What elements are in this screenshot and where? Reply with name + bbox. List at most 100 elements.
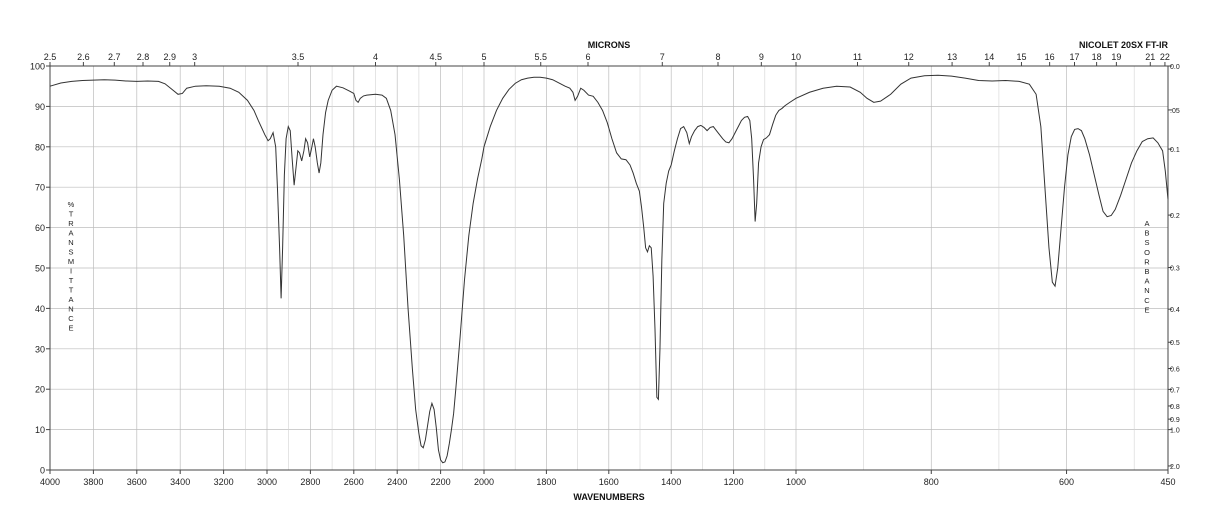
y-tick-label: 80 xyxy=(35,142,45,152)
x-tick-label: 2600 xyxy=(344,477,364,487)
axis-title-letter: N xyxy=(68,238,73,247)
micron-tick-label: 2.9 xyxy=(163,52,176,62)
absorbance-tick-label: 0.1 xyxy=(1170,147,1180,154)
y-tick-label: 60 xyxy=(35,223,45,233)
absorbance-tick-label: 0.4 xyxy=(1170,307,1180,314)
micron-tick-label: 11 xyxy=(853,52,862,62)
micron-tick-label: 21 xyxy=(1145,52,1155,62)
axis-title-letter: B xyxy=(1144,229,1149,238)
micron-tick-label: 22 xyxy=(1160,52,1170,62)
x-tick-label: 4000 xyxy=(40,477,60,487)
y-tick-label: 70 xyxy=(35,183,45,193)
axis-title-letter: O xyxy=(1144,248,1150,257)
micron-tick-label: 5.5 xyxy=(534,52,547,62)
axis-title-letter: E xyxy=(1144,305,1149,314)
micron-tick-label: 3 xyxy=(192,52,197,62)
micron-tick-label: 2.6 xyxy=(77,52,90,62)
axis-title-letter: A xyxy=(1144,219,1149,228)
axis-title-letter: N xyxy=(68,305,73,314)
axis-title-letter: T xyxy=(69,286,74,295)
y-tick-label: 90 xyxy=(35,102,45,112)
x-tick-label: 800 xyxy=(924,477,939,487)
x-tick-label: 2000 xyxy=(474,477,494,487)
absorbance-tick-label: 0.0 xyxy=(1170,64,1180,71)
axis-title-letter: I xyxy=(70,267,72,276)
absorbance-tick-label: 0.7 xyxy=(1170,387,1180,394)
axis-title-letter: C xyxy=(1144,296,1150,305)
axis-title-letter: T xyxy=(69,210,74,219)
axis-title-letter: T xyxy=(69,276,74,285)
absorbance-tick-label: 0.2 xyxy=(1170,213,1180,220)
micron-tick-label: 6 xyxy=(585,52,590,62)
micron-tick-label: 3.5 xyxy=(292,52,305,62)
micron-tick-label: 14 xyxy=(984,52,994,62)
y-tick-label: 100 xyxy=(30,62,45,72)
y-tick-label: 30 xyxy=(35,344,45,354)
micron-tick-label: 18 xyxy=(1092,52,1102,62)
axis-title-letter: A xyxy=(68,229,73,238)
absorbance-tick-label: 0.6 xyxy=(1170,367,1180,374)
x-tick-label: 1800 xyxy=(536,477,556,487)
absorbance-tick-label: 1.0 xyxy=(1170,428,1180,435)
x-tick-label: 3800 xyxy=(83,477,103,487)
micron-tick-label: 7 xyxy=(660,52,665,62)
x-tick-label: 1600 xyxy=(599,477,619,487)
instrument-label: NICOLET 20SX FT-IR xyxy=(1079,40,1169,50)
axis-title-letter: C xyxy=(68,314,74,323)
x-tick-label: 2400 xyxy=(387,477,407,487)
y-tick-label: 10 xyxy=(35,425,45,435)
micron-tick-label: 13 xyxy=(947,52,957,62)
micron-tick-label: 8 xyxy=(715,52,720,62)
micron-tick-label: 5 xyxy=(481,52,486,62)
micron-tick-label: 17 xyxy=(1069,52,1079,62)
axis-title-letter: E xyxy=(68,324,73,333)
absorbance-tick-label: .05 xyxy=(1170,108,1180,115)
spectrum-line xyxy=(49,74,1169,464)
micron-tick-label: 19 xyxy=(1111,52,1121,62)
x-tick-label: 2800 xyxy=(300,477,320,487)
micron-tick-label: 2.5 xyxy=(44,52,57,62)
axis-title-letter: A xyxy=(68,295,73,304)
x-tick-label: 3400 xyxy=(170,477,190,487)
absorbance-tick-label: 2.0 xyxy=(1170,464,1180,471)
y-tick-label: 20 xyxy=(35,385,45,395)
micron-tick-label: 2.8 xyxy=(137,52,150,62)
x-tick-label: 600 xyxy=(1059,477,1074,487)
x-tick-label: 3000 xyxy=(257,477,277,487)
axis-title-letter: N xyxy=(1144,286,1149,295)
microns-axis-title: MICRONS xyxy=(588,40,631,50)
axis-title-letter: M xyxy=(68,257,74,266)
micron-tick-label: 16 xyxy=(1045,52,1055,62)
micron-tick-label: 2.7 xyxy=(108,52,121,62)
absorbance-tick-label: 0.5 xyxy=(1170,340,1180,347)
absorbance-tick-label: 0.8 xyxy=(1170,404,1180,411)
x-tick-label: 2200 xyxy=(431,477,451,487)
axis-title-letter: S xyxy=(1144,238,1149,247)
axis-title-letter: R xyxy=(68,219,74,228)
micron-tick-label: 4 xyxy=(373,52,378,62)
axis-title-letter: B xyxy=(1144,267,1149,276)
grid-layer xyxy=(49,65,1169,471)
x-tick-label: 3200 xyxy=(214,477,234,487)
axis-title-letter: % xyxy=(68,200,75,209)
micron-tick-label: 10 xyxy=(791,52,801,62)
x-tick-label: 3600 xyxy=(127,477,147,487)
y-tick-label: 40 xyxy=(35,304,45,314)
micron-tick-label: 15 xyxy=(1016,52,1026,62)
x-tick-label: 1200 xyxy=(724,477,744,487)
micron-tick-label: 4.5 xyxy=(430,52,443,62)
y-tick-label: 50 xyxy=(35,264,45,274)
axis-title-letter: A xyxy=(1144,277,1149,286)
x-tick-label: 1000 xyxy=(786,477,806,487)
y-tick-label: 0 xyxy=(40,466,45,476)
absorbance-tick-label: 0.3 xyxy=(1170,266,1180,273)
x-tick-label: 1400 xyxy=(661,477,681,487)
micron-tick-label: 12 xyxy=(904,52,914,62)
axis-title-letter: S xyxy=(68,248,73,257)
axis-title-letter: R xyxy=(1144,257,1150,266)
micron-tick-label: 9 xyxy=(759,52,764,62)
absorbance-tick-label: 0.9 xyxy=(1170,417,1180,424)
